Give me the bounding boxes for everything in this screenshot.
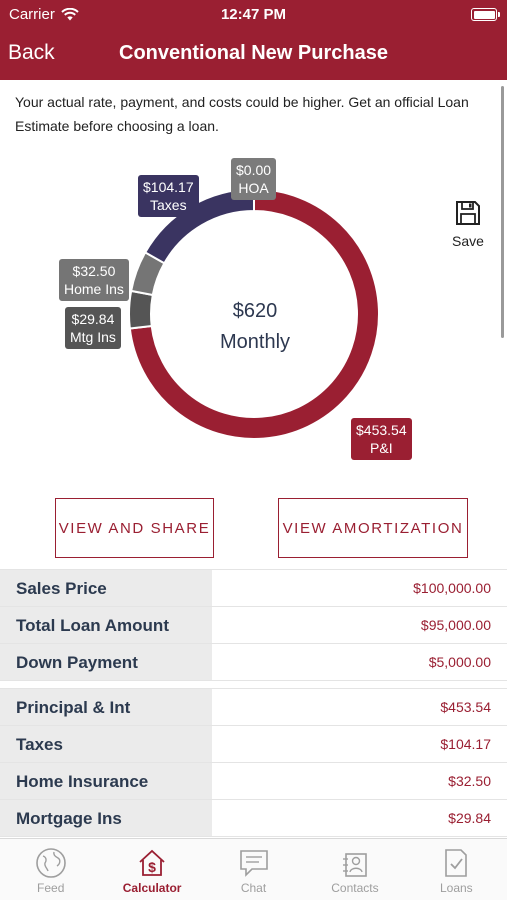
monthly-total: $620 — [232, 300, 278, 322]
row-value: $32.50 — [448, 773, 491, 789]
donut-slice-mtg-ins — [128, 289, 154, 330]
row-label: Home Insurance — [0, 763, 212, 799]
donut-slice-p-i — [128, 187, 380, 440]
table-row: Sales Price $100,000.00 — [0, 570, 507, 607]
row-value: $100,000.00 — [413, 580, 491, 596]
row-value: $29.84 — [448, 810, 491, 826]
tab-loans[interactable]: Loans — [406, 839, 507, 900]
callout-mtg-ins: $29.84 Mtg Ins — [65, 307, 121, 349]
callout-home-ins: $32.50 Home Ins — [59, 259, 129, 301]
row-label: Total Loan Amount — [0, 607, 212, 643]
tab-chat-label: Chat — [240, 881, 267, 895]
loan-summary-table: Sales Price $100,000.00 Total Loan Amoun… — [0, 569, 507, 681]
table-row: Down Payment $5,000.00 — [0, 644, 507, 681]
table-row: Taxes $104.17 — [0, 726, 507, 763]
house-dollar-icon: $ — [139, 849, 165, 876]
callout-hoa: $0.00 HOA — [231, 158, 277, 200]
callout-mtg-ins-name: Mtg Ins — [70, 329, 116, 345]
callout-pi-value: $453.54 — [356, 422, 407, 438]
navigation-bar: Back Conventional New Purchase — [0, 30, 507, 80]
table-row: Principal & Int $453.54 — [0, 689, 507, 726]
row-value: $95,000.00 — [420, 617, 491, 633]
tab-feed[interactable]: Feed — [0, 839, 101, 900]
callout-taxes-value: $104.17 — [143, 179, 194, 195]
save-button[interactable]: Save — [448, 200, 488, 249]
row-label: Sales Price — [0, 570, 212, 606]
page-title: Conventional New Purchase — [119, 42, 388, 64]
view-and-share-button[interactable]: VIEW AND SHARE — [55, 498, 214, 558]
globe-icon — [35, 848, 66, 878]
payment-breakdown-table: Principal & Int $453.54 Taxes $104.17 Ho… — [0, 688, 507, 837]
tab-feed-label: Feed — [37, 881, 65, 895]
callout-home-ins-value: $32.50 — [72, 263, 116, 279]
row-value: $5,000.00 — [428, 654, 491, 670]
callout-pi-name: P&I — [370, 440, 393, 456]
tab-calculator[interactable]: $ Calculator — [101, 839, 202, 900]
row-label: Mortgage Ins — [0, 800, 212, 836]
callout-mtg-ins-value: $29.84 — [71, 311, 115, 327]
save-label: Save — [452, 233, 484, 249]
callout-hoa-value: $0.00 — [236, 162, 272, 178]
chart-center-label: $620 Monthly — [175, 300, 335, 354]
chat-bubble-icon — [239, 850, 268, 877]
scroll-indicator[interactable] — [501, 86, 504, 338]
tab-calculator-label: Calculator — [122, 881, 182, 895]
tab-contacts[interactable]: Contacts — [304, 839, 405, 900]
monthly-label: Monthly — [219, 331, 291, 353]
svg-text:$: $ — [148, 859, 156, 875]
table-row: Total Loan Amount $95,000.00 — [0, 607, 507, 644]
view-amortization-button[interactable]: VIEW AMORTIZATION — [278, 498, 468, 558]
contacts-icon — [342, 853, 367, 877]
status-bar: Carrier 12:47 PM — [0, 0, 507, 30]
callout-taxes-name: Taxes — [150, 197, 187, 213]
floppy-disk-icon — [456, 201, 480, 225]
table-row: Home Insurance $32.50 — [0, 763, 507, 800]
tab-contacts-label: Contacts — [331, 881, 379, 895]
disclaimer-text: Your actual rate, payment, and costs cou… — [15, 94, 469, 134]
tab-bar: Feed $ Calculator Chat Contacts — [0, 838, 507, 900]
row-value: $104.17 — [440, 736, 491, 752]
tab-loans-label: Loans — [439, 881, 473, 895]
status-time: 12:47 PM — [220, 6, 287, 23]
carrier-label: Carrier — [9, 6, 55, 23]
carrier-group: Carrier — [9, 6, 79, 23]
callout-taxes: $104.17 Taxes — [138, 175, 199, 217]
document-check-icon — [445, 849, 468, 877]
callout-home-ins-name: Home Ins — [64, 281, 124, 297]
row-value: $453.54 — [440, 699, 491, 715]
row-label: Principal & Int — [0, 689, 212, 725]
row-label: Taxes — [0, 726, 212, 762]
payment-breakdown-chart: $453.54 P&I $29.84 Mtg Ins $32.50 Home I… — [0, 150, 507, 470]
battery-icon — [471, 8, 500, 21]
callout-hoa-name: HOA — [238, 180, 269, 196]
table-row: Mortgage Ins $29.84 — [0, 800, 507, 837]
wifi-icon — [61, 8, 79, 21]
callout-pi: $453.54 P&I — [351, 418, 412, 460]
tab-chat[interactable]: Chat — [203, 839, 304, 900]
back-button[interactable]: Back — [8, 41, 55, 64]
row-label: Down Payment — [0, 644, 212, 680]
